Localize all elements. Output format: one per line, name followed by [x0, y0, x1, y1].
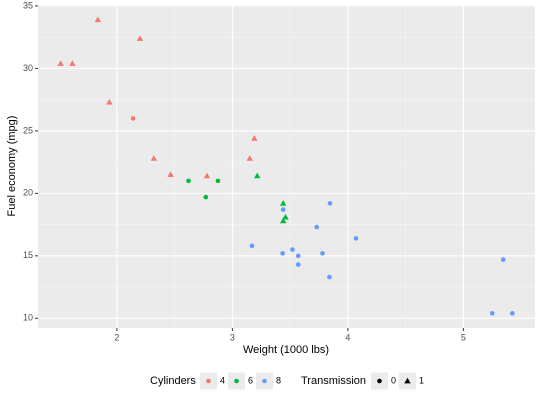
x-axis-title: Weight (1000 lbs) [243, 344, 329, 356]
y-tick-label: 30 [23, 63, 33, 73]
point [69, 60, 76, 66]
point [327, 201, 333, 206]
point [251, 135, 258, 141]
grid [38, 5, 535, 328]
y-tick-label: 15 [23, 250, 33, 260]
point [314, 224, 320, 230]
point [130, 116, 136, 121]
point [203, 194, 209, 200]
legend-shape [404, 377, 411, 384]
point [254, 172, 261, 179]
y-tick-label: 35 [23, 0, 33, 10]
x-tick-label: 4 [345, 332, 350, 342]
x-tick-label: 5 [461, 332, 466, 342]
y-tick-label: 10 [23, 313, 33, 323]
y-axis-title: Fuel economy (mpg) [6, 116, 18, 217]
point [150, 155, 158, 161]
legend: Cylinders 4 6 8 Transmission 0 1 [150, 372, 424, 390]
legend-shape [377, 378, 382, 384]
point [186, 178, 191, 184]
point [94, 16, 102, 23]
legend-swatch [234, 378, 239, 384]
point [280, 200, 287, 206]
legend-label: 1 [419, 375, 424, 385]
marks [57, 16, 515, 316]
x-tick-label: 2 [114, 332, 119, 342]
point [280, 207, 286, 212]
point [249, 243, 255, 249]
point [510, 311, 515, 316]
point [167, 171, 174, 178]
legend-label: 4 [220, 375, 225, 385]
legend-label: 6 [248, 375, 253, 385]
legend-title: Cylinders [150, 375, 196, 387]
point [106, 98, 113, 105]
point [57, 60, 64, 66]
point [282, 213, 289, 220]
y-tick-label: 25 [23, 125, 33, 135]
point [215, 178, 221, 184]
point [353, 236, 359, 241]
x-tick-label: 3 [230, 332, 235, 342]
point [327, 274, 332, 280]
point [489, 311, 495, 316]
legend-label: 0 [391, 375, 396, 385]
point [320, 251, 325, 256]
point [295, 253, 301, 259]
legend-swatch [262, 378, 267, 384]
panel [38, 5, 535, 328]
y-tick-label: 20 [23, 188, 33, 198]
point [136, 35, 144, 41]
legend-swatch [206, 378, 211, 384]
point [280, 251, 285, 256]
legend-title: Transmission [301, 375, 366, 387]
point [295, 262, 301, 267]
point [246, 155, 253, 161]
point [280, 217, 287, 224]
legend-label: 8 [276, 375, 281, 385]
point [500, 257, 506, 262]
point [290, 247, 295, 252]
point [203, 172, 211, 179]
